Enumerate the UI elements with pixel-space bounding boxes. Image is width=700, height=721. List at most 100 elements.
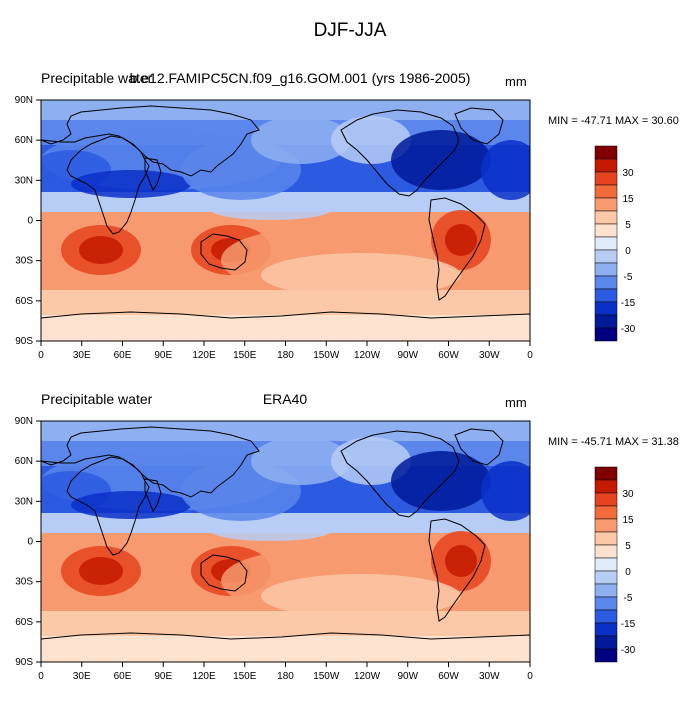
colorbar-swatch [594,223,618,238]
lon-tick-label: 120E [192,671,216,682]
lon-tick-label: 30W [479,671,500,682]
map-plot-era40: 0 30E 60E 90E 120E 150E 180 150W 120W 90W 60W 30W 09… [15,416,636,682]
colorbar-swatch [594,288,618,303]
panel-left-title: Precipitable water [41,70,153,86]
colorbar-swatch [594,518,618,533]
colorbar-swatch [594,301,618,316]
precip-anomaly-patch [391,130,491,190]
lon-tick-label: 90E [154,350,172,361]
coastline [340,430,460,518]
precip-anomaly-patch [391,451,491,511]
colorbar-label: -15 [621,298,636,309]
colorbar-label: 0 [625,246,631,257]
colorbar-swatch [594,158,618,173]
lon-tick-label: 0 [38,350,44,361]
coastline [200,233,248,271]
precip-anomaly-patch [481,461,530,521]
lat-tick-label: 90S [15,657,33,668]
precip-anomaly-patch [261,253,461,297]
colorbar-label: 15 [622,515,634,526]
colorbar-label: -5 [624,272,633,283]
colorbar-swatch [594,622,618,637]
colorbar-label: -15 [621,619,636,630]
panel-minmax: MIN = -45.71 MAX = 31.38 [548,436,679,448]
lon-tick-label: 60E [114,350,132,361]
lon-tick-label: 150W [313,671,340,682]
lon-tick-label: 30E [73,671,91,682]
lat-tick-label: 90N [15,95,33,106]
lat-tick-label: 30S [15,577,33,588]
colorbar-swatch [594,570,618,585]
colorbar-label: -30 [621,645,636,656]
lon-tick-label: 120E [192,350,216,361]
coastline [200,554,248,592]
lat-tick-label: 60S [15,296,33,307]
colorbar-swatch [594,609,618,624]
panel-units: mm [505,395,527,410]
lat-tick-label: 90S [15,336,33,347]
colorbar-label: 30 [622,168,634,179]
lat-tick-label: 60S [15,617,33,628]
coastline [41,311,530,341]
coastline [340,109,460,197]
lon-tick-label: 120W [354,671,381,682]
lon-tick-label: 180 [277,671,294,682]
colorbar-swatch [594,531,618,546]
colorbar-label: 30 [622,489,634,500]
precip-band [41,315,530,341]
precip-anomaly-patch [331,437,411,485]
colorbar-swatch [594,262,618,277]
colorbar-swatch [594,327,618,342]
lon-tick-label: 120W [354,350,381,361]
lat-tick-label: 0 [27,216,33,227]
precip-band [41,421,530,441]
lon-tick-label: 180 [277,350,294,361]
lon-tick-label: 0 [38,671,44,682]
lon-tick-label: 90W [397,350,418,361]
colorbar-swatch [594,596,618,611]
colorbar-swatch [594,184,618,199]
precip-anomaly-patch [79,557,123,585]
precip-anomaly-patch [79,236,123,264]
lon-tick-label: 90W [397,671,418,682]
colorbar-swatch [594,544,618,559]
colorbar-swatch [594,505,618,520]
lon-tick-label: 60W [438,671,459,682]
panel-left-title: Precipitable water [41,391,153,407]
lat-tick-label: 60N [15,456,33,467]
colorbar-swatch [594,171,618,186]
coastline [41,105,260,177]
map-panel-era40: Precipitable water ERA40 mm MIN = -45.71… [0,391,700,721]
panel-units: mm [505,74,527,89]
colorbar-swatch [594,583,618,598]
lon-tick-label: 0 [527,350,533,361]
coastline [428,197,486,301]
lat-tick-label: 30N [15,496,33,507]
figure-title: DJF-JJA [313,20,387,41]
colorbar-label: 5 [625,541,631,552]
lon-tick-label: 150W [313,350,340,361]
lon-tick-label: 90E [154,671,172,682]
coastline [144,157,162,192]
coastline [454,428,504,466]
precip-anomaly-patch [71,491,191,519]
lat-tick-label: 30N [15,175,33,186]
colorbar-label: 5 [625,220,631,231]
precip-anomaly-patch [261,574,461,618]
lat-tick-label: 0 [27,537,33,548]
colorbar-swatch [594,210,618,225]
precip-band [41,290,530,315]
colorbar-label: -30 [621,324,636,335]
coastline [41,426,260,498]
colorbar-label: -5 [624,593,633,604]
lon-tick-label: 30W [479,350,500,361]
coastline [41,632,530,662]
colorbar-swatch [594,197,618,212]
map-plot-model: 0 30E 60E 90E 120E 150E 180 150W 120W 90W 60W 30W 09… [15,95,636,361]
colorbar-swatch [594,275,618,290]
colorbar-swatch [594,492,618,507]
colorbar-swatch [594,236,618,251]
lon-tick-label: 150E [233,350,257,361]
lat-tick-label: 30S [15,256,33,267]
colorbar-swatch [594,145,618,160]
